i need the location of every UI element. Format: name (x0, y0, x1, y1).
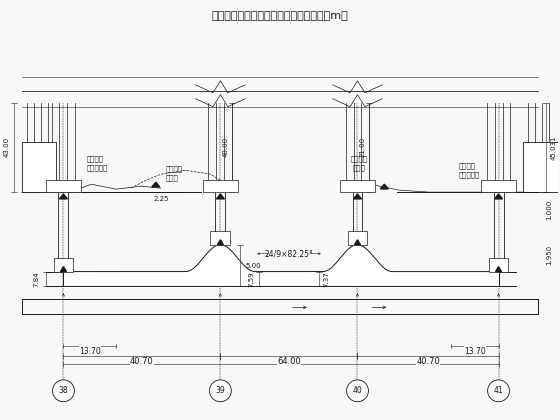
Polygon shape (496, 267, 502, 272)
Text: 7.59: 7.59 (248, 271, 254, 287)
Text: 施工期间
地面处理线: 施工期间 地面处理线 (459, 162, 480, 178)
Polygon shape (59, 194, 67, 199)
Bar (211, 231, 230, 245)
Text: 21.00: 21.00 (360, 137, 366, 158)
Text: 64.00: 64.00 (277, 357, 301, 367)
Polygon shape (217, 240, 223, 245)
Text: 38: 38 (59, 386, 68, 395)
Bar (340, 180, 375, 192)
Text: 40.00: 40.00 (222, 137, 228, 158)
Text: 1.000: 1.000 (546, 200, 552, 220)
Text: 40.70: 40.70 (416, 357, 440, 367)
Text: 设计地面
开挖线: 设计地面 开挖线 (166, 165, 183, 181)
Bar (481, 180, 516, 192)
Text: 特大桥连续梁平面图、纵断面图（单位：m）: 特大桥连续梁平面图、纵断面图（单位：m） (212, 11, 348, 21)
Text: 39: 39 (216, 386, 225, 395)
Text: 施工期间
地面处理线: 施工期间 地面处理线 (86, 155, 108, 171)
Text: 40.70: 40.70 (130, 357, 154, 367)
Polygon shape (152, 182, 160, 187)
Bar (203, 180, 238, 192)
Polygon shape (60, 267, 67, 272)
Polygon shape (353, 194, 361, 199)
Bar (54, 258, 73, 272)
Polygon shape (216, 194, 225, 199)
Polygon shape (380, 184, 388, 189)
Bar (46, 180, 81, 192)
Bar (524, 142, 558, 192)
Polygon shape (494, 194, 502, 199)
Text: 7.37: 7.37 (324, 271, 330, 287)
Bar (348, 231, 367, 245)
Text: 5.00: 5.00 (245, 262, 261, 269)
Text: 43.00: 43.00 (4, 137, 10, 158)
Text: 13.70: 13.70 (464, 346, 486, 356)
Text: 1.950: 1.950 (546, 244, 552, 265)
Bar (489, 258, 508, 272)
Text: 24/9×82.25°: 24/9×82.25° (264, 249, 314, 258)
Polygon shape (354, 240, 361, 245)
Text: 设计地面
开挖线: 设计地面 开挖线 (351, 155, 368, 171)
Text: 45.031: 45.031 (550, 135, 556, 160)
Text: 7.84: 7.84 (34, 271, 40, 287)
Text: 41: 41 (494, 386, 503, 395)
Bar (22, 142, 57, 192)
Text: 2.25: 2.25 (153, 196, 169, 202)
Text: 40: 40 (353, 386, 362, 395)
Text: 13.70: 13.70 (79, 346, 101, 356)
